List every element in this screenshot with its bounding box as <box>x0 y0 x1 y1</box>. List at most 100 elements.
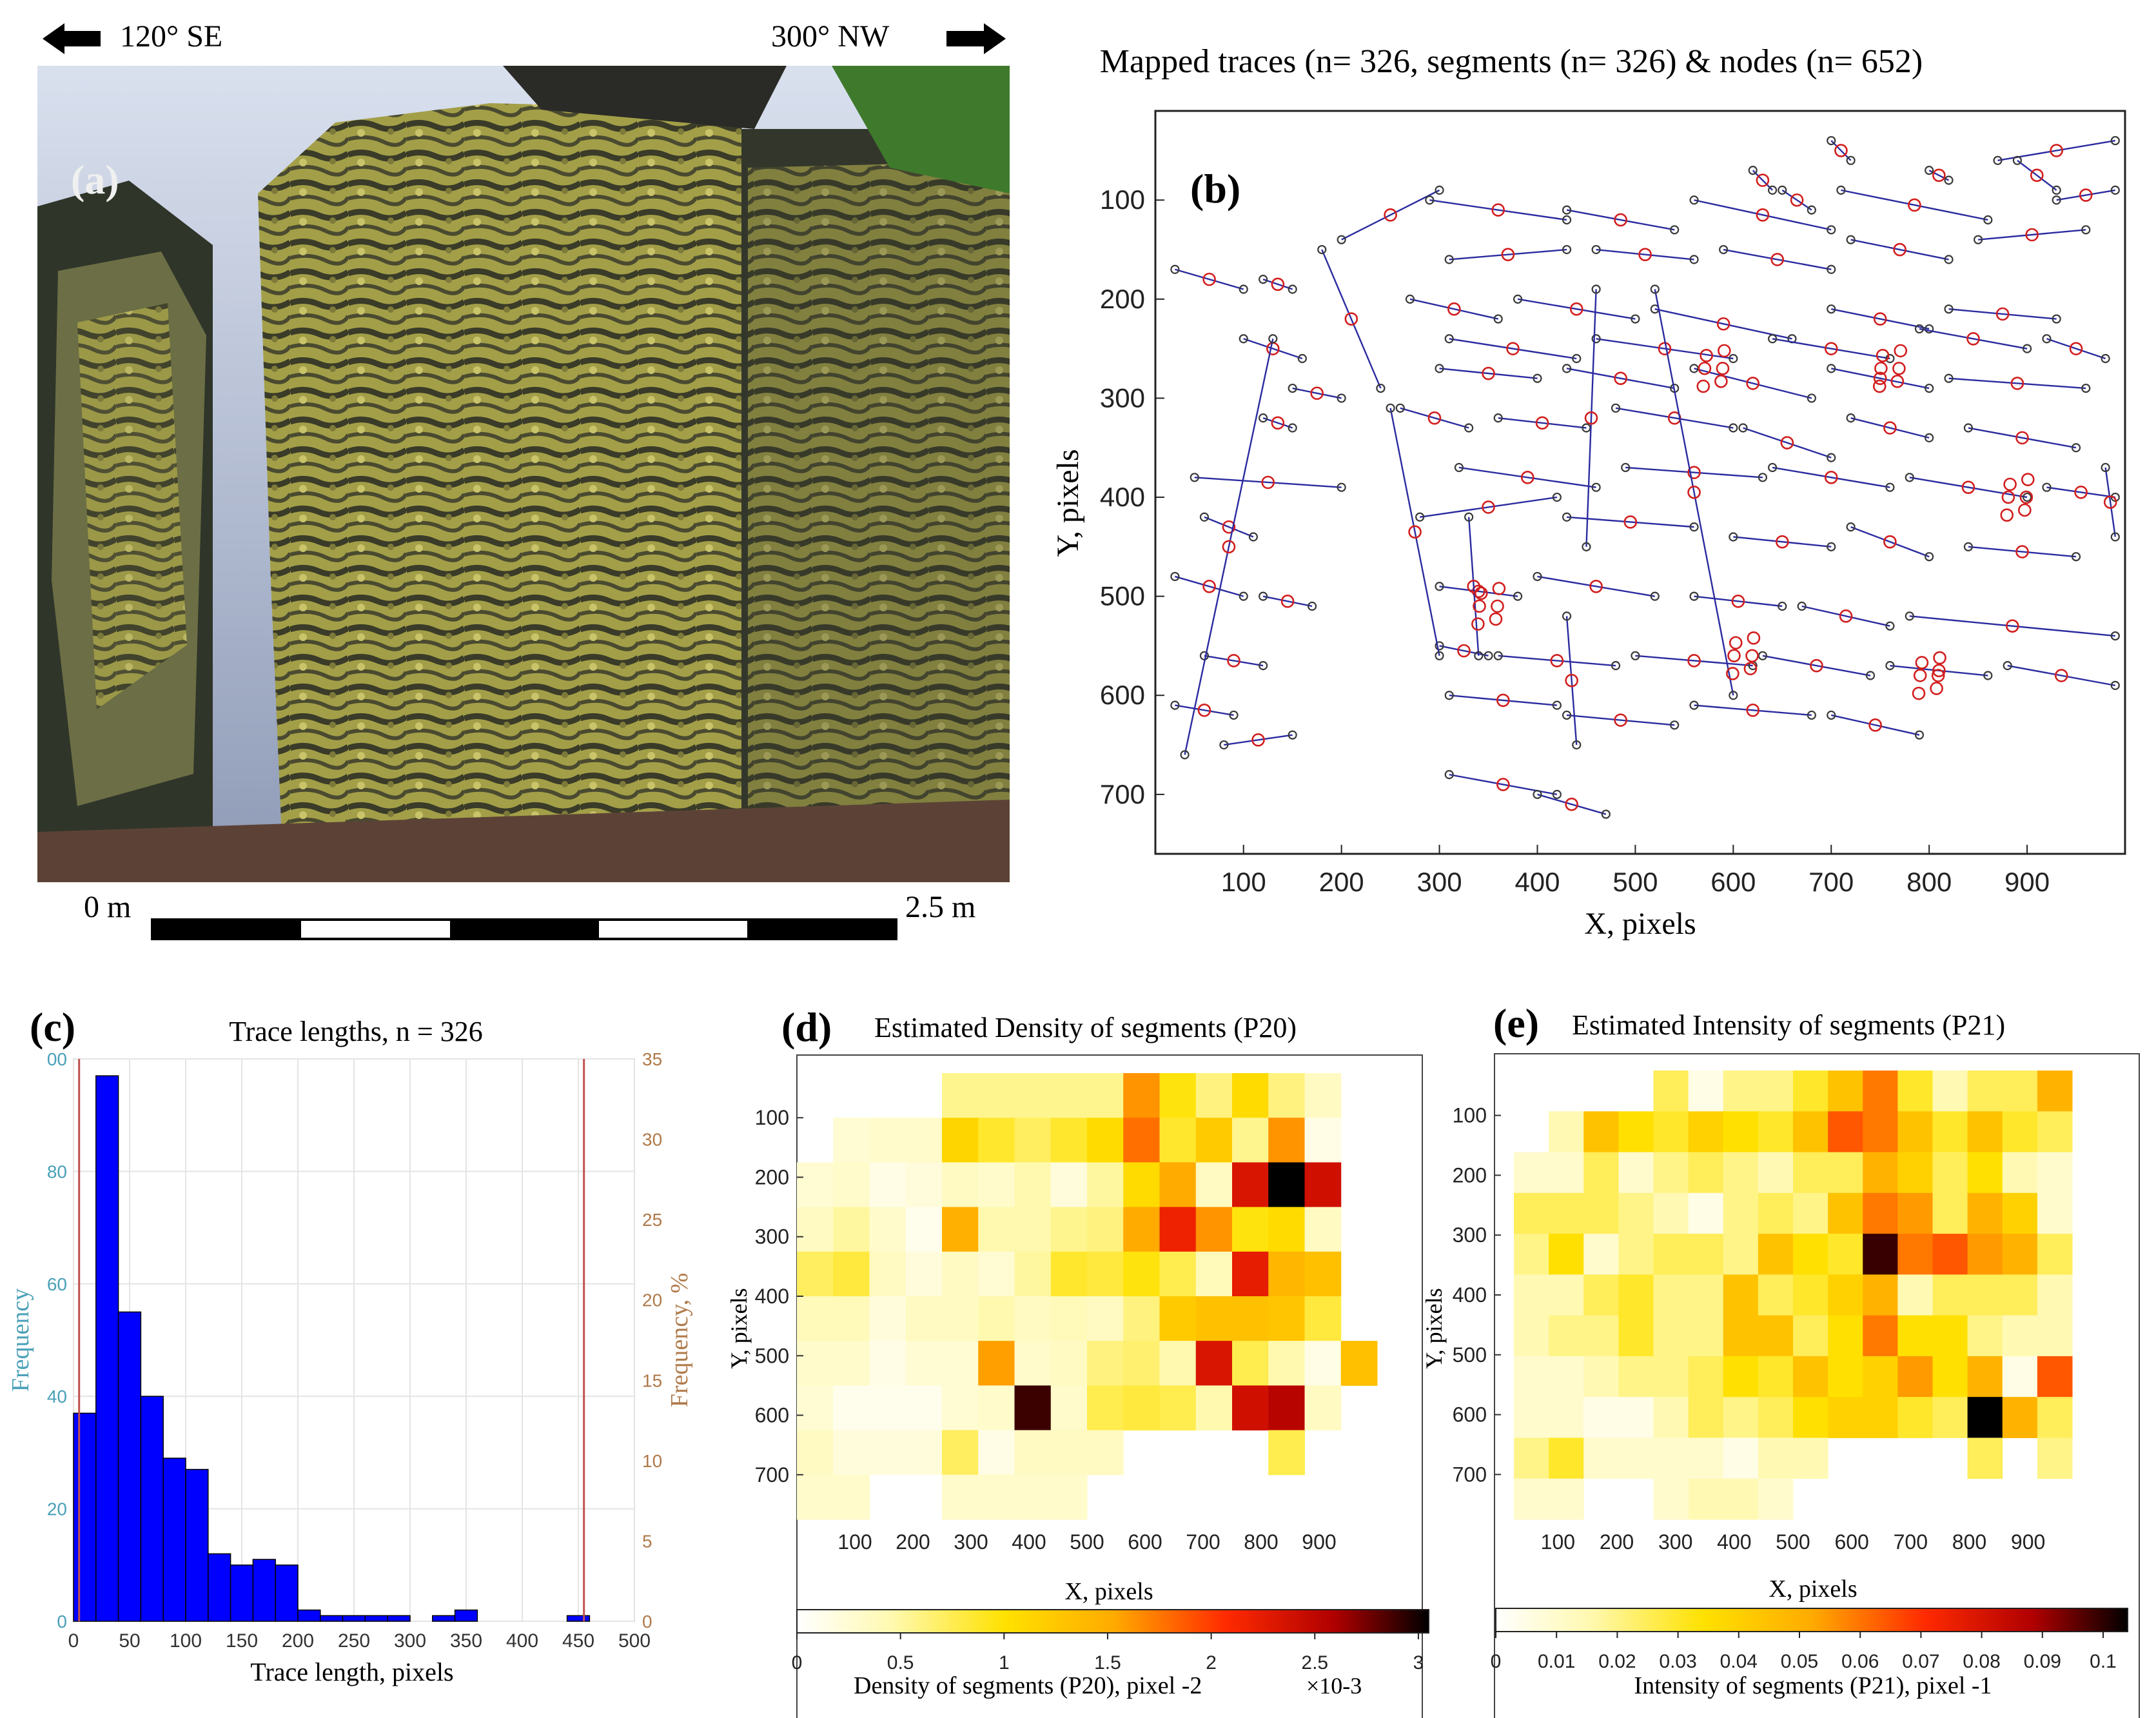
panel-d-colorbar-ticks: 0 0.5 1 1.5 2 2.5 3 <box>792 1633 1424 1674</box>
trace-node <box>2003 661 2012 671</box>
heatmap-cell <box>1758 1234 1794 1275</box>
segment-midpoint <box>1893 242 1906 257</box>
trace-node <box>1993 155 2003 165</box>
trace-node <box>1689 364 1699 373</box>
heatmap-cell <box>1828 1071 1863 1112</box>
segment-midpoint <box>1913 669 1927 682</box>
panel-a: 120° SE 300° NW (a) 0 m 2.5 m <box>37 19 1010 940</box>
heatmap-cell <box>1549 1356 1584 1397</box>
trace-segment <box>1841 189 1988 221</box>
segment-midpoint <box>1222 540 1236 554</box>
heatmap-cell <box>833 1341 870 1386</box>
trace-node <box>1474 651 1484 660</box>
colorbar-tick-label: 0 <box>792 1652 803 1674</box>
y-tick-label: 300 <box>755 1225 789 1249</box>
segment-midpoint <box>1729 636 1743 650</box>
heatmap-cell <box>2037 1356 2073 1397</box>
segment-midpoint <box>1227 654 1240 667</box>
heatmap-cell <box>1897 1274 1933 1316</box>
segment-midpoint <box>1873 312 1887 326</box>
histogram-bar <box>454 1609 478 1622</box>
segment-midpoint <box>1839 609 1853 623</box>
y-tick-label: 20 <box>47 1499 67 1519</box>
heatmap-cell <box>1014 1474 1052 1520</box>
y-tick-label: 500 <box>1453 1343 1487 1367</box>
panel-d-ticks: 100 200 300 400 500 600 700 800 900 100 200 300 400 5… <box>755 1106 1337 1554</box>
panel-e-ylabel: Y, pixels <box>1421 1288 1447 1368</box>
segment-midpoint <box>1756 173 1770 187</box>
trace-node <box>1631 651 1640 660</box>
trace-node <box>1386 403 1395 413</box>
trace-node <box>1405 294 1415 304</box>
x-tick-label: 500 <box>618 1630 651 1652</box>
trace-segment <box>1498 655 1616 667</box>
trace-segment <box>1831 308 1930 330</box>
segment-midpoint <box>1995 307 2010 321</box>
heatmap-cell <box>1932 1192 1968 1234</box>
left-arrow-icon <box>43 23 101 54</box>
heatmap-cell <box>1828 1192 1863 1234</box>
heatmap-cell <box>1195 1073 1233 1118</box>
trace-segment <box>1537 575 1655 597</box>
colorbar-tick-label: 0.1 <box>2090 1651 2117 1672</box>
heatmap-cell <box>1583 1437 1619 1479</box>
y-tick-label: 100 <box>755 1106 789 1129</box>
heatmap-cell <box>1159 1296 1197 1341</box>
segment-midpoint <box>1565 673 1578 687</box>
trace-segment <box>1801 605 1890 627</box>
heatmap-cell <box>978 1073 1015 1118</box>
panel-c-bars <box>73 1059 591 1622</box>
heatmap-cell <box>1232 1118 1269 1163</box>
trace-node <box>1778 185 1787 195</box>
segment-midpoint <box>1384 208 1397 222</box>
trace-node <box>1435 651 1444 660</box>
y-tick-label: 60 <box>47 1274 67 1294</box>
segment-midpoint <box>1506 342 1520 355</box>
heatmap-cell <box>1159 1162 1197 1208</box>
segment-midpoint <box>1202 272 1216 286</box>
heatmap-cell <box>797 1207 834 1252</box>
heatmap-cell <box>1967 1234 2003 1275</box>
trace-segment <box>1458 466 1596 488</box>
trace-node <box>2110 185 2120 195</box>
heatmap-cell <box>1549 1274 1584 1316</box>
heatmap-cell <box>1828 1356 1863 1397</box>
segment-midpoint <box>1474 586 1488 600</box>
x-tick-label: 350 <box>450 1630 482 1652</box>
heatmap-cell <box>1159 1341 1197 1386</box>
trace-node <box>1229 710 1239 720</box>
y-tick-label: 300 <box>1453 1223 1487 1247</box>
trace-segment <box>1449 695 1557 706</box>
heatmap-cell <box>1793 1274 1828 1316</box>
heatmap-cell <box>1653 1071 1689 1112</box>
heatmap-cell <box>1159 1207 1197 1252</box>
heatmap-cell <box>1828 1234 1863 1275</box>
heatmap-cell <box>1514 1274 1549 1316</box>
heatmap-cell <box>2002 1274 2038 1316</box>
trace-segment <box>1781 189 1812 211</box>
trace-node <box>1729 691 1738 700</box>
segment-midpoint <box>1251 733 1265 747</box>
y-tick-label: 400 <box>1100 482 1145 512</box>
heatmap-cell <box>1967 1111 2003 1153</box>
y-tick-label: 700 <box>1100 779 1145 809</box>
heatmap-cell <box>1618 1192 1654 1234</box>
y-tick-label: 00 <box>47 1049 67 1069</box>
heatmap-cell <box>833 1162 870 1208</box>
trace-segment <box>1224 734 1293 746</box>
trace-node <box>1239 334 1248 344</box>
segment-midpoint <box>1565 797 1578 811</box>
heatmap-cell <box>905 1162 943 1208</box>
heatmap-cell <box>1723 1071 1759 1112</box>
segment-midpoint <box>1482 366 1495 380</box>
segment-midpoint <box>1698 361 1712 375</box>
trace-segment <box>1243 338 1303 360</box>
segment-midpoint <box>1892 362 1906 375</box>
segment-midpoint <box>1271 277 1285 291</box>
heatmap-cell <box>2037 1071 2073 1112</box>
trace-node <box>1591 334 1601 344</box>
trace-node <box>1288 383 1297 393</box>
heatmap-cell <box>978 1251 1015 1297</box>
heatmap-cell <box>1014 1296 1052 1341</box>
segment-midpoint <box>1746 703 1760 717</box>
